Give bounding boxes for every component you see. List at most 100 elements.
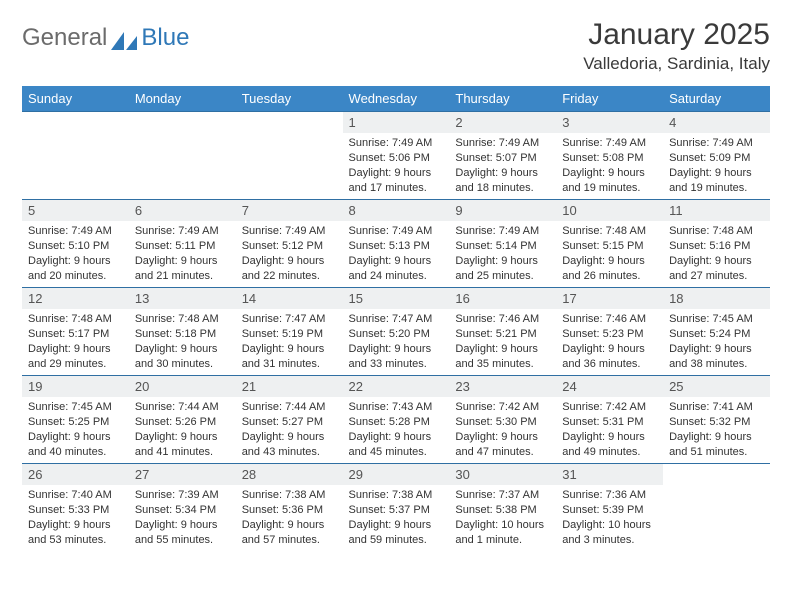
weekday-header: Saturday [663, 86, 770, 112]
sunset-line: Sunset: 5:21 PM [455, 327, 550, 342]
calendar-table: SundayMondayTuesdayWednesdayThursdayFrid… [22, 86, 770, 552]
daylight-line: Daylight: 9 hours and 24 minutes. [349, 254, 444, 284]
day-number: 18 [663, 288, 770, 309]
sunset-line: Sunset: 5:38 PM [455, 503, 550, 518]
calendar-body: ......1Sunrise: 7:49 AMSunset: 5:06 PMDa… [22, 112, 770, 552]
sunrise-line: Sunrise: 7:48 AM [669, 224, 764, 239]
day-number: 6 [129, 200, 236, 221]
day-details: Sunrise: 7:49 AMSunset: 5:06 PMDaylight:… [343, 133, 450, 198]
sunset-line: Sunset: 5:33 PM [28, 503, 123, 518]
day-number: 20 [129, 376, 236, 397]
calendar-day-cell: 30Sunrise: 7:37 AMSunset: 5:38 PMDayligh… [449, 464, 556, 552]
sunrise-line: Sunrise: 7:44 AM [242, 400, 337, 415]
month-title: January 2025 [583, 18, 770, 52]
location-subtitle: Valledoria, Sardinia, Italy [583, 54, 770, 74]
sunset-line: Sunset: 5:13 PM [349, 239, 444, 254]
sunrise-line: Sunrise: 7:47 AM [242, 312, 337, 327]
calendar-day-cell: .. [129, 112, 236, 200]
sunset-line: Sunset: 5:19 PM [242, 327, 337, 342]
sunrise-line: Sunrise: 7:48 AM [135, 312, 230, 327]
calendar-day-cell: 23Sunrise: 7:42 AMSunset: 5:30 PMDayligh… [449, 376, 556, 464]
calendar-day-cell: 19Sunrise: 7:45 AMSunset: 5:25 PMDayligh… [22, 376, 129, 464]
day-number: 25 [663, 376, 770, 397]
day-number: 15 [343, 288, 450, 309]
sunset-line: Sunset: 5:15 PM [562, 239, 657, 254]
day-details: Sunrise: 7:37 AMSunset: 5:38 PMDaylight:… [449, 485, 556, 550]
sunrise-line: Sunrise: 7:49 AM [455, 136, 550, 151]
calendar-day-cell: 5Sunrise: 7:49 AMSunset: 5:10 PMDaylight… [22, 200, 129, 288]
daylight-line: Daylight: 9 hours and 21 minutes. [135, 254, 230, 284]
sunset-line: Sunset: 5:31 PM [562, 415, 657, 430]
day-details: Sunrise: 7:45 AMSunset: 5:25 PMDaylight:… [22, 397, 129, 462]
sunrise-line: Sunrise: 7:49 AM [242, 224, 337, 239]
sunset-line: Sunset: 5:17 PM [28, 327, 123, 342]
daylight-line: Daylight: 9 hours and 25 minutes. [455, 254, 550, 284]
sunrise-line: Sunrise: 7:49 AM [135, 224, 230, 239]
sunset-line: Sunset: 5:26 PM [135, 415, 230, 430]
sunset-line: Sunset: 5:27 PM [242, 415, 337, 430]
calendar-day-cell: 24Sunrise: 7:42 AMSunset: 5:31 PMDayligh… [556, 376, 663, 464]
calendar-day-cell: 9Sunrise: 7:49 AMSunset: 5:14 PMDaylight… [449, 200, 556, 288]
calendar-week-row: 19Sunrise: 7:45 AMSunset: 5:25 PMDayligh… [22, 376, 770, 464]
sunset-line: Sunset: 5:10 PM [28, 239, 123, 254]
daylight-line: Daylight: 9 hours and 27 minutes. [669, 254, 764, 284]
day-details: Sunrise: 7:49 AMSunset: 5:14 PMDaylight:… [449, 221, 556, 286]
calendar-day-cell: 20Sunrise: 7:44 AMSunset: 5:26 PMDayligh… [129, 376, 236, 464]
day-number: 9 [449, 200, 556, 221]
sunset-line: Sunset: 5:16 PM [669, 239, 764, 254]
calendar-day-cell: 22Sunrise: 7:43 AMSunset: 5:28 PMDayligh… [343, 376, 450, 464]
day-number: 3 [556, 112, 663, 133]
day-details: Sunrise: 7:40 AMSunset: 5:33 PMDaylight:… [22, 485, 129, 550]
calendar-day-cell: 7 Sunrise: 7:49 AMSunset: 5:12 PMDaylight… [236, 200, 343, 288]
weekday-header: Monday [129, 86, 236, 112]
day-number: 28 [236, 464, 343, 485]
calendar-day-cell: 27Sunrise: 7:39 AMSunset: 5:34 PMDayligh… [129, 464, 236, 552]
day-number: 27 [129, 464, 236, 485]
day-details: Sunrise: 7:38 AMSunset: 5:36 PMDaylight:… [236, 485, 343, 550]
sunset-line: Sunset: 5:12 PM [242, 239, 337, 254]
day-details: Sunrise: 7:49 AMSunset: 5:11 PMDaylight:… [129, 221, 236, 286]
sunrise-line: Sunrise: 7:49 AM [349, 224, 444, 239]
day-number: 11 [663, 200, 770, 221]
daylight-line: Daylight: 9 hours and 40 minutes. [28, 430, 123, 460]
day-details: Sunrise: 7:49 AMSunset: 5:07 PMDaylight:… [449, 133, 556, 198]
day-number: 30 [449, 464, 556, 485]
day-number: 5 [22, 200, 129, 221]
sunrise-line: Sunrise: 7:47 AM [349, 312, 444, 327]
day-number: 14 [236, 288, 343, 309]
day-details: Sunrise: 7:42 AMSunset: 5:31 PMDaylight:… [556, 397, 663, 462]
daylight-line: Daylight: 9 hours and 57 minutes. [242, 518, 337, 548]
sunrise-line: Sunrise: 7:48 AM [28, 312, 123, 327]
sunrise-line: Sunrise: 7:49 AM [669, 136, 764, 151]
daylight-line: Daylight: 9 hours and 55 minutes. [135, 518, 230, 548]
day-details: Sunrise: 7:47 AMSunset: 5:20 PMDaylight:… [343, 309, 450, 374]
calendar-day-cell: 21Sunrise: 7:44 AMSunset: 5:27 PMDayligh… [236, 376, 343, 464]
calendar-day-cell: 4Sunrise: 7:49 AMSunset: 5:09 PMDaylight… [663, 112, 770, 200]
sunrise-line: Sunrise: 7:49 AM [28, 224, 123, 239]
calendar-week-row: ......1Sunrise: 7:49 AMSunset: 5:06 PMDa… [22, 112, 770, 200]
calendar-header-row: SundayMondayTuesdayWednesdayThursdayFrid… [22, 86, 770, 112]
day-details: Sunrise: 7:49 AMSunset: 5:08 PMDaylight:… [556, 133, 663, 198]
calendar-day-cell: 10Sunrise: 7:48 AMSunset: 5:15 PMDayligh… [556, 200, 663, 288]
sunrise-line: Sunrise: 7:48 AM [562, 224, 657, 239]
daylight-line: Daylight: 9 hours and 43 minutes. [242, 430, 337, 460]
page-heading: January 2025 Valledoria, Sardinia, Italy [583, 18, 770, 74]
daylight-line: Daylight: 9 hours and 30 minutes. [135, 342, 230, 372]
day-details: Sunrise: 7:48 AMSunset: 5:16 PMDaylight:… [663, 221, 770, 286]
brand-sail-icon [111, 29, 137, 47]
weekday-header: Tuesday [236, 86, 343, 112]
day-number: 7 [236, 200, 343, 221]
daylight-line: Daylight: 9 hours and 22 minutes. [242, 254, 337, 284]
day-details: Sunrise: 7:43 AMSunset: 5:28 PMDaylight:… [343, 397, 450, 462]
day-details: Sunrise: 7:45 AMSunset: 5:24 PMDaylight:… [663, 309, 770, 374]
day-details: Sunrise: 7:39 AMSunset: 5:34 PMDaylight:… [129, 485, 236, 550]
sunset-line: Sunset: 5:07 PM [455, 151, 550, 166]
day-details: Sunrise: 7:41 AMSunset: 5:32 PMDaylight:… [663, 397, 770, 462]
day-details: Sunrise: 7:48 AMSunset: 5:18 PMDaylight:… [129, 309, 236, 374]
sunset-line: Sunset: 5:37 PM [349, 503, 444, 518]
sunrise-line: Sunrise: 7:38 AM [242, 488, 337, 503]
sunrise-line: Sunrise: 7:43 AM [349, 400, 444, 415]
sunset-line: Sunset: 5:32 PM [669, 415, 764, 430]
day-number: 16 [449, 288, 556, 309]
sunset-line: Sunset: 5:36 PM [242, 503, 337, 518]
